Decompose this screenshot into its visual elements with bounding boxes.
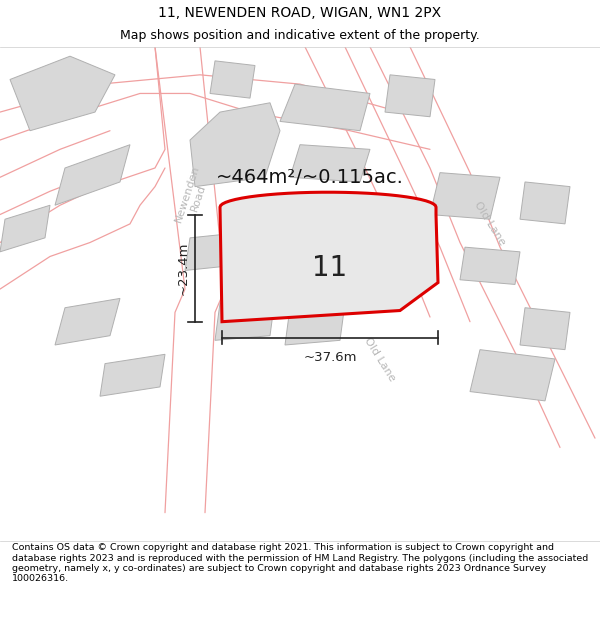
- Text: ~23.4m: ~23.4m: [177, 241, 190, 295]
- Polygon shape: [215, 298, 275, 341]
- Polygon shape: [55, 298, 120, 345]
- Polygon shape: [0, 205, 50, 252]
- Text: Old Lane: Old Lane: [473, 200, 508, 248]
- Text: Newenden
Road: Newenden Road: [173, 164, 212, 228]
- Polygon shape: [470, 349, 555, 401]
- Polygon shape: [100, 354, 165, 396]
- Polygon shape: [210, 61, 255, 98]
- Polygon shape: [10, 56, 115, 131]
- Polygon shape: [460, 247, 520, 284]
- Polygon shape: [55, 145, 130, 205]
- Polygon shape: [430, 173, 500, 219]
- Polygon shape: [385, 75, 435, 117]
- Polygon shape: [285, 303, 345, 345]
- Polygon shape: [520, 308, 570, 349]
- Text: ~37.6m: ~37.6m: [303, 351, 357, 364]
- Text: Contains OS data © Crown copyright and database right 2021. This information is : Contains OS data © Crown copyright and d…: [12, 543, 588, 583]
- Text: Map shows position and indicative extent of the property.: Map shows position and indicative extent…: [120, 29, 480, 42]
- Polygon shape: [220, 192, 438, 322]
- Text: 11: 11: [313, 254, 347, 282]
- Polygon shape: [520, 182, 570, 224]
- Text: Old Lane: Old Lane: [362, 335, 397, 382]
- Polygon shape: [185, 233, 235, 271]
- Polygon shape: [190, 102, 280, 187]
- Text: 11, NEWENDEN ROAD, WIGAN, WN1 2PX: 11, NEWENDEN ROAD, WIGAN, WN1 2PX: [158, 6, 442, 20]
- Polygon shape: [280, 84, 370, 131]
- Text: ~464m²/~0.115ac.: ~464m²/~0.115ac.: [216, 168, 404, 187]
- Polygon shape: [290, 145, 370, 182]
